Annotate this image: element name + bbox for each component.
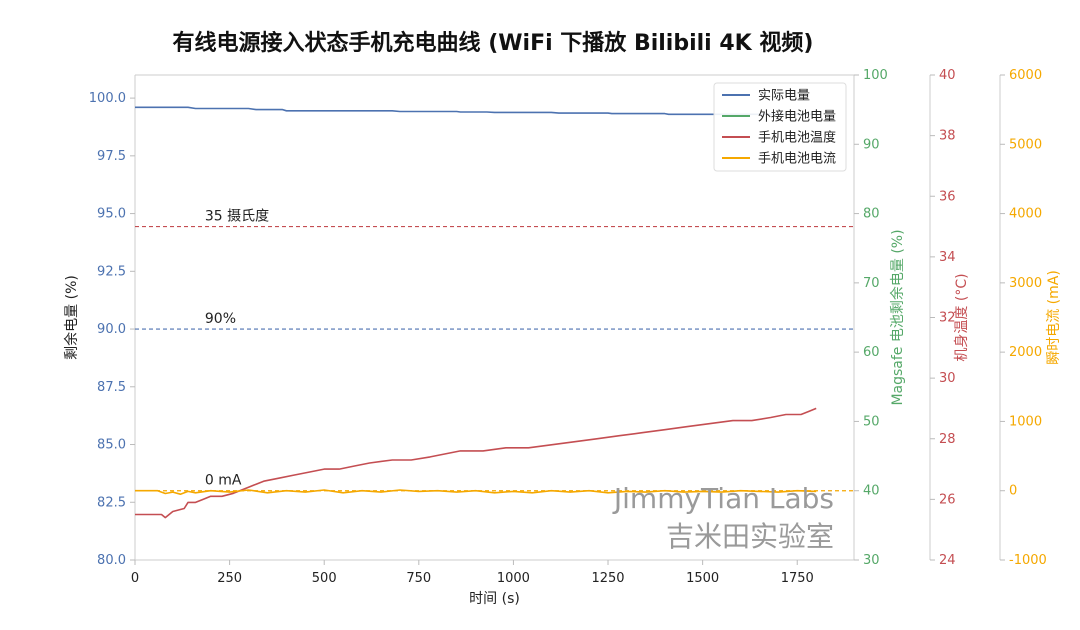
y4-tick-label: 4000 [1009, 207, 1042, 222]
y1-tick-label: 80.0 [97, 553, 126, 568]
y2-tick-label: 80 [863, 207, 880, 222]
watermark-line-2: 吉米田实验室 [666, 520, 834, 553]
reference-line-label: 0 mA [205, 473, 242, 489]
legend-entry: 外接电池电量 [758, 109, 836, 125]
y4-tick-label: 2000 [1009, 345, 1042, 360]
y1-tick-label: 100.0 [89, 91, 126, 106]
y3-tick-label: 24 [939, 553, 956, 568]
y3-tick-label: 32 [939, 311, 956, 326]
y2-tick-label: 60 [863, 345, 880, 360]
y3-tick-label: 36 [939, 189, 956, 204]
y2-tick-label: 30 [863, 553, 880, 568]
x-tick-label: 250 [217, 571, 242, 586]
y1-tick-label: 82.5 [97, 495, 126, 510]
y1-tick-label: 85.0 [97, 438, 126, 453]
reference-lines: 90% 35 摄氏度 0 mA [135, 209, 854, 492]
chart-title: 有线电源接入状态手机充电曲线 (WiFi 下播放 Bilibili 4K 视频) [173, 30, 814, 56]
legend-entry: 手机电池温度 [758, 130, 836, 146]
y1-tick-label: 87.5 [97, 380, 126, 395]
y4-axis-label: 瞬时电流 (mA) [1046, 270, 1062, 365]
x-tick-label: 1750 [781, 571, 814, 586]
reference-line-label: 90% [205, 311, 236, 327]
y3-tick-label: 26 [939, 492, 956, 507]
y4-tick-label: 0 [1009, 484, 1017, 499]
y3-tick-label: 28 [939, 432, 956, 447]
legend-entry: 实际电量 [758, 89, 810, 104]
x-tick-label: 500 [312, 571, 337, 586]
y2-tick-label: 90 [863, 137, 880, 152]
watermark-line-1: JimmyTian Labs [612, 482, 834, 515]
series-line-1 [135, 106, 817, 116]
axes-layer: 80.0 82.5 85.0 87.5 90.0 92.5 95.0 97.5 100.0 剩余电… [63, 68, 1062, 607]
y1-tick-label: 90.0 [97, 322, 126, 337]
series-layer [135, 106, 817, 519]
y1-tick-label: 95.0 [97, 207, 126, 222]
series-line-3 [135, 407, 817, 519]
y2-tick-label: 100 [863, 68, 888, 83]
y3-tick-label: 34 [939, 250, 956, 265]
y2-tick-label: 40 [863, 484, 880, 499]
x-tick-label: 1250 [591, 571, 624, 586]
x-tick-label: 1000 [497, 571, 530, 586]
y4-tick-label: -1000 [1009, 553, 1047, 568]
y2-tick-label: 50 [863, 414, 880, 429]
y2-axis-label: Magsafe 电池剩余电量 (%) [889, 229, 906, 405]
y4-tick-label: 6000 [1009, 68, 1042, 83]
y2-tick-label: 70 [863, 276, 880, 291]
y4-tick-label: 3000 [1009, 276, 1042, 291]
series-line-4 [135, 489, 817, 496]
x-tick-label: 0 [131, 571, 139, 586]
reference-line-label: 35 摄氏度 [205, 209, 269, 225]
x-axis-label: 时间 (s) [469, 591, 520, 607]
y4-tick-label: 5000 [1009, 137, 1042, 152]
y3-axis-label: 机身温度 (°C) [954, 273, 970, 361]
y3-tick-label: 40 [939, 68, 956, 83]
y3-tick-label: 30 [939, 371, 956, 386]
watermark: JimmyTian Labs 吉米田实验室 [612, 482, 834, 553]
y1-tick-label: 97.5 [97, 149, 126, 164]
x-tick-label: 750 [406, 571, 431, 586]
y1-axis-label: 剩余电量 (%) [63, 275, 80, 360]
y4-tick-label: 1000 [1009, 414, 1042, 429]
y3-tick-label: 38 [939, 129, 956, 144]
x-tick-label: 1500 [686, 571, 719, 586]
y1-tick-label: 92.5 [97, 264, 126, 279]
legend-entry: 手机电池电流 [758, 152, 836, 167]
legend-box [713, 82, 847, 172]
